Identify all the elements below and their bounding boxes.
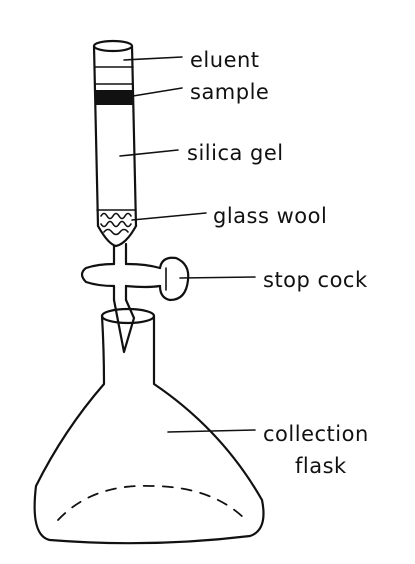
label-sample: sample [190, 80, 270, 104]
stop-cock [80, 242, 190, 354]
leader-lines [119, 56, 256, 433]
chromatography-column [92, 39, 138, 228]
glass-wool [96, 212, 138, 248]
label-eluent: eluent [190, 48, 260, 72]
label-glass-wool: glass wool [213, 204, 328, 228]
sample-band [96, 90, 133, 105]
label-flask: flask [295, 454, 347, 478]
collection-flask [33, 307, 265, 545]
label-collection: collection [263, 422, 369, 446]
label-stop-cock: stop cock [263, 268, 368, 292]
label-silica-gel: silica gel [187, 141, 284, 165]
